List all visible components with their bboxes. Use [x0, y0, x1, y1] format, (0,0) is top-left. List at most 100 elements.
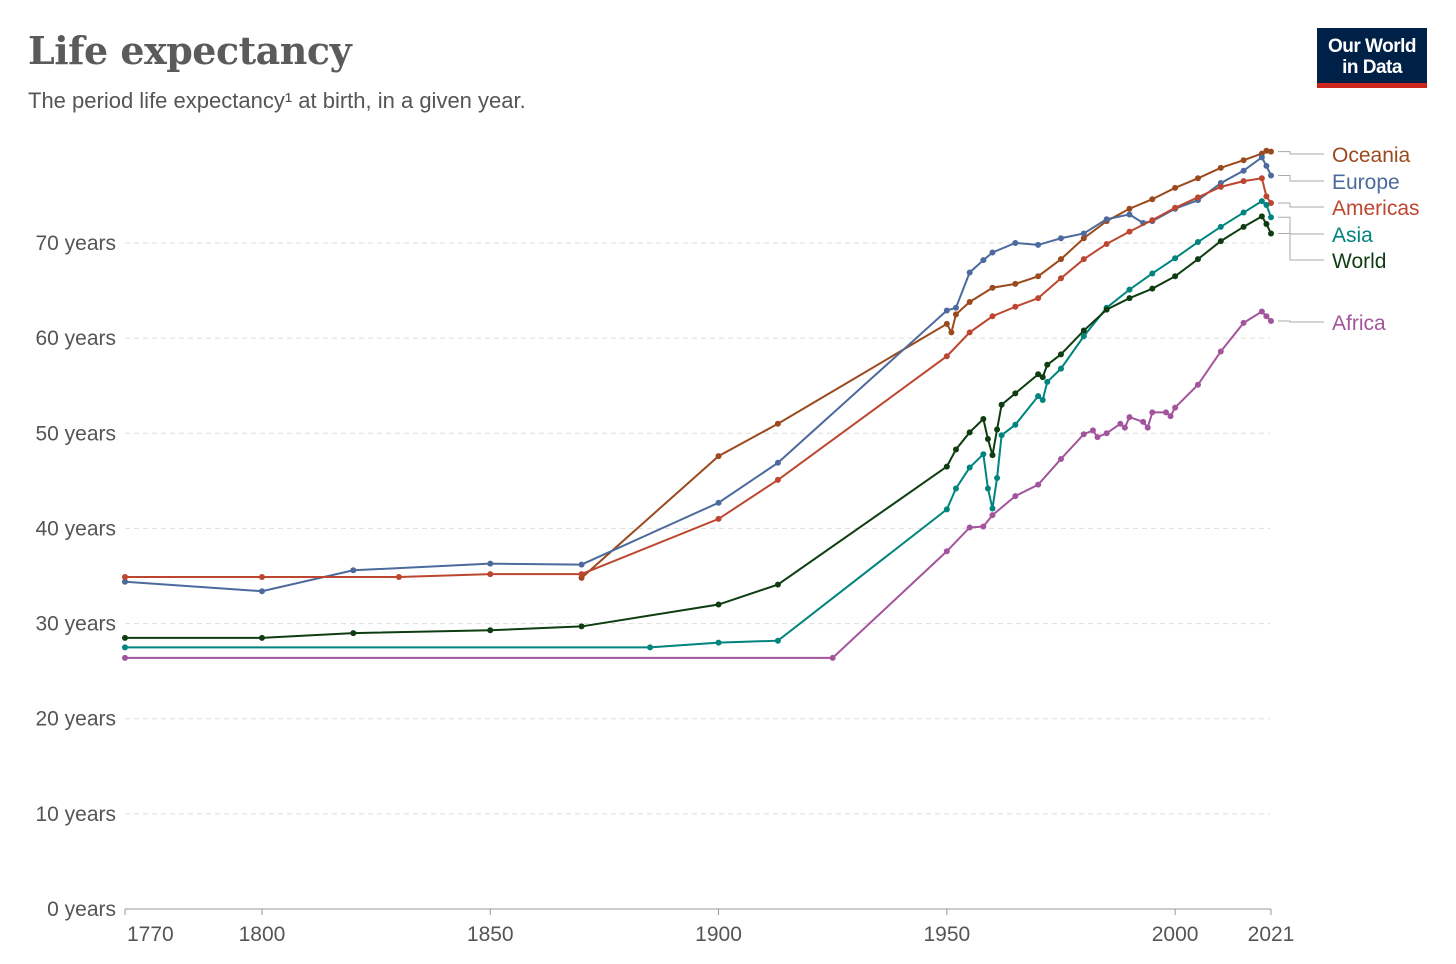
x-tick-label: 1800 [239, 923, 286, 946]
data-point-americas [774, 476, 781, 483]
data-point-europe [258, 588, 265, 595]
data-point-europe [350, 567, 357, 574]
y-tick-label: 40 years [35, 517, 116, 540]
data-point-africa [1117, 420, 1124, 427]
series-label-oceania: Oceania [1332, 144, 1411, 167]
data-point-europe [715, 499, 722, 506]
data-point-africa [1258, 308, 1265, 315]
data-point-asia [1044, 378, 1051, 385]
data-point-americas [715, 515, 722, 522]
data-point-europe [1126, 211, 1133, 218]
data-point-world [258, 634, 265, 641]
data-point-americas [1217, 183, 1224, 190]
series-line-africa [125, 310, 1272, 659]
data-point-africa [1012, 493, 1019, 500]
chart-subtitle: The period life expectancy¹ at birth, in… [28, 88, 526, 113]
label-connector [1278, 216, 1324, 235]
data-point-oceania [774, 420, 781, 427]
data-point-world [1035, 371, 1042, 378]
data-point-oceania [989, 284, 996, 291]
data-point-world [1240, 223, 1247, 230]
data-point-oceania [1080, 235, 1087, 242]
data-point-europe [1240, 167, 1247, 174]
data-point-americas [395, 573, 402, 580]
data-point-world [1263, 220, 1270, 227]
data-point-oceania [1240, 157, 1247, 164]
data-point-oceania [1263, 147, 1270, 154]
data-point-asia [122, 644, 128, 651]
data-point-oceania [1035, 273, 1042, 280]
x-tick-label: 1950 [923, 923, 970, 946]
data-point-americas [487, 571, 494, 578]
data-point-africa [1268, 318, 1274, 325]
label-connector [1278, 202, 1324, 208]
data-point-world [1194, 256, 1201, 263]
x-tick-label: 2021 [1248, 923, 1295, 946]
data-point-asia [715, 639, 722, 646]
data-point-asia [774, 637, 781, 644]
data-point-oceania [1126, 205, 1133, 212]
data-point-africa [1194, 381, 1201, 388]
data-point-africa [966, 524, 973, 531]
series-label-americas: Americas [1332, 197, 1420, 220]
data-point-africa [1140, 418, 1147, 425]
x-tick-label: 1770 [127, 923, 174, 946]
data-point-oceania [715, 453, 722, 460]
data-point-europe [578, 561, 585, 568]
data-point-asia [1035, 393, 1042, 400]
data-point-europe [487, 560, 494, 567]
label-connector [1278, 174, 1324, 182]
data-point-americas [943, 353, 950, 360]
data-point-americas [1172, 204, 1179, 211]
y-tick-label: 30 years [35, 613, 116, 636]
data-point-asia [994, 475, 1001, 482]
data-point-world [1103, 306, 1110, 313]
series-label-world: World [1332, 250, 1386, 273]
data-point-europe [774, 459, 781, 466]
data-point-europe [966, 269, 973, 276]
data-point-europe [1012, 240, 1019, 246]
y-tick-label: 60 years [35, 327, 116, 350]
data-point-europe [952, 304, 959, 311]
data-point-americas [1035, 295, 1042, 302]
data-point-world [1126, 295, 1133, 302]
data-point-oceania [943, 320, 950, 327]
data-point-americas [1012, 303, 1019, 310]
data-point-oceania [1268, 148, 1274, 155]
data-point-europe [989, 249, 996, 256]
data-point-world [989, 452, 996, 459]
data-point-world [350, 630, 357, 637]
data-point-asia [966, 464, 973, 471]
data-point-africa [1057, 455, 1064, 462]
owid-logo[interactable]: Our World in Data [1317, 28, 1427, 88]
data-point-asia [1240, 209, 1247, 216]
data-point-asia [1149, 270, 1156, 277]
data-point-africa [829, 654, 836, 661]
data-point-world [1258, 213, 1265, 220]
y-tick-label: 50 years [35, 422, 116, 445]
data-point-africa [1089, 427, 1096, 434]
data-point-world [998, 401, 1005, 408]
data-point-world [1172, 273, 1179, 280]
data-point-asia [980, 451, 987, 458]
data-point-asia [989, 505, 996, 512]
series-line-oceania [580, 149, 1272, 579]
data-point-world [487, 627, 494, 634]
data-point-europe [943, 307, 950, 314]
data-point-americas [1057, 275, 1064, 282]
series-line-world [125, 215, 1272, 639]
series-label-europe: Europe [1332, 171, 1400, 194]
series-line-americas [125, 177, 1272, 578]
label-connector [1278, 320, 1324, 323]
data-point-europe [1057, 235, 1064, 242]
data-point-world [1149, 285, 1156, 292]
data-point-world [1217, 238, 1224, 245]
data-point-world [984, 435, 991, 442]
data-point-asia [647, 644, 654, 651]
data-point-europe [122, 578, 128, 585]
data-point-africa [1094, 434, 1101, 441]
data-point-oceania [1012, 280, 1019, 287]
data-point-asia [1217, 223, 1224, 230]
data-point-africa [980, 523, 987, 530]
